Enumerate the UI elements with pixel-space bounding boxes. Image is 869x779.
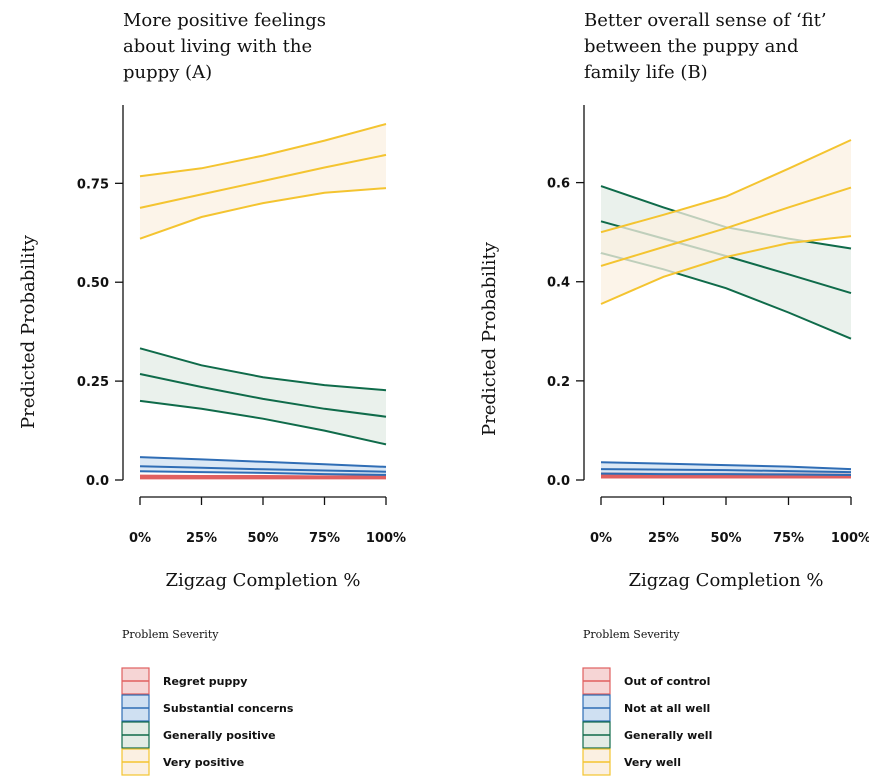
x-axis-label: Zigzag Completion % xyxy=(628,570,823,591)
x-tick-label: 50% xyxy=(247,531,278,546)
legend-title: Problem Severity xyxy=(583,628,680,641)
chart-title-line: about living with the xyxy=(123,36,312,57)
legend-title: Problem Severity xyxy=(122,628,219,641)
mean-line xyxy=(139,465,387,473)
y-axis-label: Predicted Probability xyxy=(479,241,500,436)
x-axis-label: Zigzag Completion % xyxy=(165,570,360,591)
mean-line xyxy=(600,468,852,474)
x-tick-label: 75% xyxy=(773,531,804,546)
chart-title-line: family life (B) xyxy=(584,62,708,83)
upper-bound-line xyxy=(600,139,852,234)
chart-title-line: Better overall sense of ‘fit’ xyxy=(584,10,827,31)
confidence-band xyxy=(140,348,386,445)
chart-panel-b: Better overall sense of ‘fit’ between the… xyxy=(479,10,869,776)
legend-item: Very positive xyxy=(121,748,244,776)
x-tick-label: 50% xyxy=(710,531,741,546)
lower-bound-line xyxy=(600,235,852,305)
x-tick-label: 0% xyxy=(590,531,612,546)
legend-label: Substantial concerns xyxy=(163,702,294,715)
legend-item: Generally well xyxy=(582,721,712,749)
legend-label: Out of control xyxy=(624,675,710,688)
mean-line xyxy=(139,153,387,209)
y-tick-label: 0.0 xyxy=(547,474,570,489)
legend-item: Substantial concerns xyxy=(121,694,294,722)
series-not-at-all-well xyxy=(600,461,852,476)
chart-panel-a: More positive feelings about living with … xyxy=(18,10,406,776)
lower-bound-line xyxy=(600,472,852,476)
legend-item: Not at all well xyxy=(582,694,710,722)
series-regret-puppy xyxy=(139,474,386,480)
series-generally-positive xyxy=(139,347,387,446)
chart-title-line: puppy (A) xyxy=(123,62,212,83)
mean-line xyxy=(139,373,387,418)
legend-label: Regret puppy xyxy=(163,675,247,688)
legend-label: Very positive xyxy=(163,756,244,769)
legend-label: Generally positive xyxy=(163,729,276,742)
upper-bound-line xyxy=(139,456,387,468)
legend-item: Out of control xyxy=(582,667,710,695)
chart-title-line: between the puppy and xyxy=(584,36,799,57)
x-tick-label: 100% xyxy=(366,531,406,546)
lower-bound-line xyxy=(139,187,387,240)
y-tick-label: 0.75 xyxy=(77,177,109,192)
upper-bound-line xyxy=(139,123,387,178)
series-substantial-concerns xyxy=(139,456,387,476)
upper-bound-line xyxy=(600,461,852,471)
x-tick-label: 0% xyxy=(129,531,151,546)
upper-bound-line xyxy=(139,474,386,478)
y-tick-label: 0.50 xyxy=(77,276,109,291)
series-very-positive xyxy=(139,123,387,240)
y-tick-label: 0.4 xyxy=(547,276,570,291)
lower-bound-line xyxy=(139,399,387,446)
confidence-band xyxy=(601,140,851,304)
series-very-well xyxy=(600,139,852,305)
y-axis-label: Predicted Probability xyxy=(18,234,39,429)
legend-item: Very well xyxy=(582,748,681,776)
x-tick-label: 100% xyxy=(831,531,869,546)
legend-item: Generally positive xyxy=(121,721,276,749)
upper-bound-line xyxy=(139,347,387,392)
y-tick-label: 0.6 xyxy=(547,177,570,192)
mean-line xyxy=(600,186,852,267)
legend-item: Regret puppy xyxy=(121,667,247,695)
legend-label: Very well xyxy=(624,756,681,769)
x-tick-label: 25% xyxy=(186,531,217,546)
x-tick-label: 25% xyxy=(648,531,679,546)
x-tick-label: 75% xyxy=(309,531,340,546)
y-tick-label: 0.0 xyxy=(86,474,109,489)
lower-bound-line xyxy=(139,470,387,476)
legend-label: Generally well xyxy=(624,729,712,742)
y-tick-label: 0.25 xyxy=(77,375,109,390)
legend-label: Not at all well xyxy=(624,702,710,715)
chart-title-line: More positive feelings xyxy=(123,10,326,31)
y-tick-label: 0.2 xyxy=(547,375,570,390)
